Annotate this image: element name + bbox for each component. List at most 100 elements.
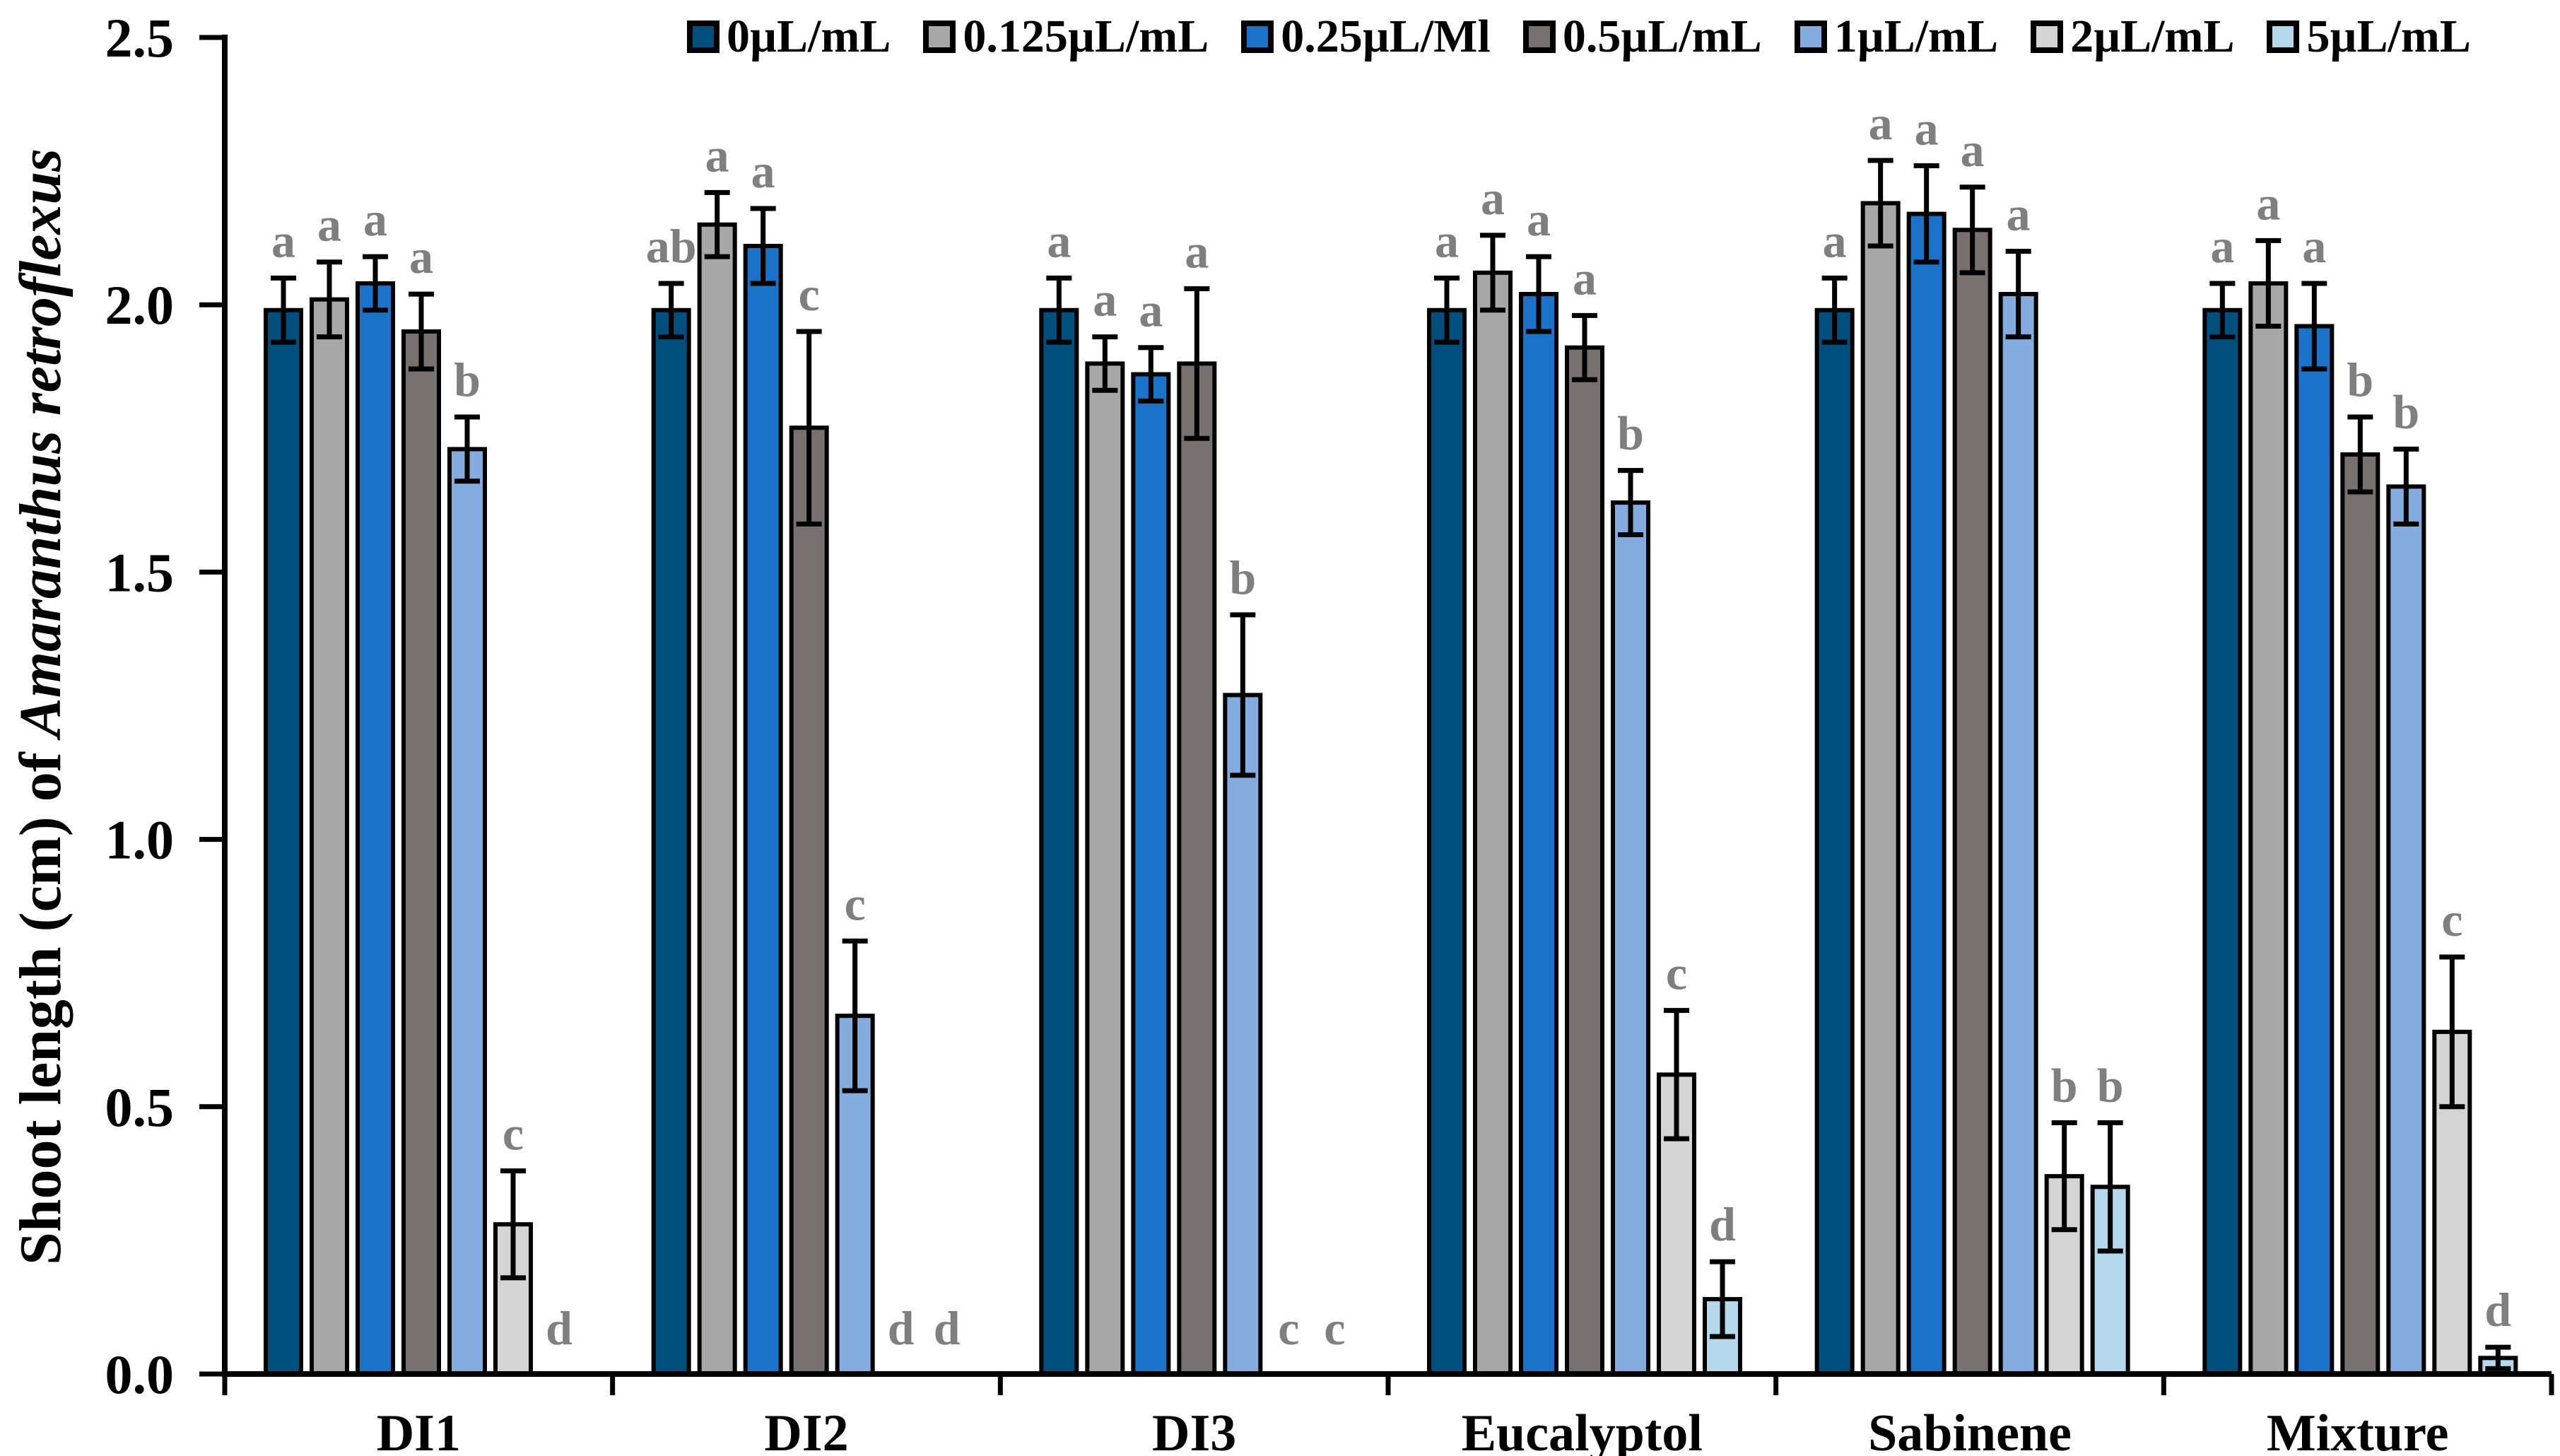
significance-letter: c (799, 267, 820, 321)
bar (2202, 307, 2243, 1376)
y-axis-title: Shoot length (cm) of Amaranthus retrofle… (8, 148, 74, 1265)
bar (1427, 307, 1467, 1376)
significance-letter: a (317, 198, 341, 252)
legend-swatch-icon (2031, 20, 2064, 53)
y-tick-label: 1.5 (105, 541, 175, 603)
bar (2248, 281, 2289, 1377)
significance-letter: d (546, 1301, 573, 1355)
significance-letter: b (2097, 1058, 2124, 1112)
y-tick-label: 2.0 (105, 274, 175, 336)
legend-item: 5µL/mL (2267, 10, 2471, 64)
significance-letter: a (1961, 123, 1985, 177)
significance-letter: b (454, 353, 481, 406)
significance-letter: a (1481, 171, 1505, 225)
significance-letter: a (409, 230, 433, 283)
bar (2340, 452, 2380, 1377)
y-axis-title-prefix: Shoot length (cm) of (8, 737, 74, 1265)
y-tick-label: 2.5 (105, 7, 175, 69)
legend-item: 0.5µL/mL (1522, 10, 1762, 64)
category-label: Sabinene (1868, 1404, 2072, 1456)
legend-swatch-icon (2267, 20, 2300, 53)
legend-item: 0µL/mL (687, 10, 891, 64)
bar (2294, 324, 2335, 1376)
legend-label: 0.25µL/Ml (1281, 11, 1491, 62)
significance-letter: c (1666, 946, 1687, 1000)
bar (1223, 693, 1263, 1376)
significance-letter: a (2210, 219, 2234, 273)
bar (1952, 228, 1992, 1377)
significance-letter: a (1527, 192, 1551, 246)
significance-letter: b (1617, 406, 1644, 460)
legend-label: 0µL/mL (727, 11, 891, 62)
significance-letter: c (503, 1107, 524, 1161)
significance-letter: a (2007, 187, 2031, 241)
bar (743, 243, 783, 1377)
legend-label: 0.5µL/mL (1562, 11, 1762, 62)
axes-layer: 0.0 0.5 1.0 1.5 2.0 2.5 DI1 DI2 DI3 Eucalyptol Sab… (105, 7, 2554, 1456)
legend-swatch-icon (1241, 20, 1274, 53)
bar (1177, 361, 1217, 1376)
significance-letter: a (363, 192, 387, 246)
significance-letter: c (1324, 1301, 1345, 1355)
bar (1565, 345, 1604, 1376)
bar (1611, 500, 1650, 1376)
significance-letter: a (2302, 219, 2326, 273)
y-tick-label: 0.0 (105, 1344, 175, 1405)
category-label: DI1 (377, 1404, 461, 1456)
significance-letter: b (1229, 551, 1256, 604)
bar (264, 307, 303, 1376)
significance-letter: a (1915, 102, 1939, 155)
legend: 0µL/mL 0.125µL/mL 0.25µL/Ml 0.5µL/mL 1µL/mL 2… (687, 10, 2471, 64)
legend-swatch-icon (1794, 20, 1827, 53)
significance-letter: ab (646, 219, 697, 273)
significance-letter: a (2256, 176, 2280, 230)
legend-label: 5µL/mL (2306, 11, 2471, 62)
bar (1131, 372, 1171, 1376)
legend-swatch-icon (1522, 20, 1556, 53)
significance-letter: a (1573, 251, 1597, 305)
significance-letter: b (2392, 384, 2419, 438)
bar (697, 222, 737, 1376)
bar (1814, 307, 1855, 1376)
significance-letter: a (751, 144, 775, 198)
y-tick-label: 0.5 (105, 1076, 175, 1138)
category-label: DI2 (764, 1404, 848, 1456)
bar (1906, 211, 1947, 1376)
legend-swatch-icon (687, 20, 720, 53)
y-axis-title-species: Amaranthus retroflexus (8, 148, 74, 741)
significance-letter: a (1139, 283, 1163, 337)
legend-label: 2µL/mL (2070, 11, 2235, 62)
significance-letter: a (1047, 213, 1071, 267)
bar (1519, 292, 1558, 1376)
significance-letter: a (1869, 96, 1893, 150)
bar (1039, 307, 1079, 1376)
significance-letter: a (1185, 225, 1209, 278)
significance-letter: c (1278, 1301, 1299, 1355)
significance-letter: a (1435, 213, 1459, 267)
bar (356, 281, 395, 1377)
bar (401, 329, 441, 1376)
significance-letter: b (2347, 353, 2373, 406)
legend-label: 1µL/mL (1833, 11, 1999, 62)
significance-letter: d (2484, 1283, 2511, 1337)
bar (1860, 201, 1901, 1376)
significance-letter: a (1093, 273, 1117, 327)
bar (310, 297, 349, 1376)
legend-item: 2µL/mL (2031, 10, 2234, 64)
bar (2386, 484, 2426, 1376)
significance-letter: a (271, 213, 295, 267)
legend-item: 0.125µL/mL (923, 10, 1209, 64)
bar (1473, 270, 1513, 1376)
legend-swatch-icon (923, 20, 956, 53)
significance-letter: c (2441, 893, 2462, 946)
legend-label: 0.125µL/mL (963, 11, 1209, 62)
legend-item: 1µL/mL (1794, 10, 1999, 64)
category-label: Mixture (2267, 1404, 2449, 1456)
significance-letter: a (705, 128, 729, 182)
legend-item: 0.25µL/Ml (1241, 10, 1491, 64)
bar (447, 447, 487, 1376)
significance-letter: c (845, 876, 866, 930)
bar (1998, 292, 2038, 1376)
